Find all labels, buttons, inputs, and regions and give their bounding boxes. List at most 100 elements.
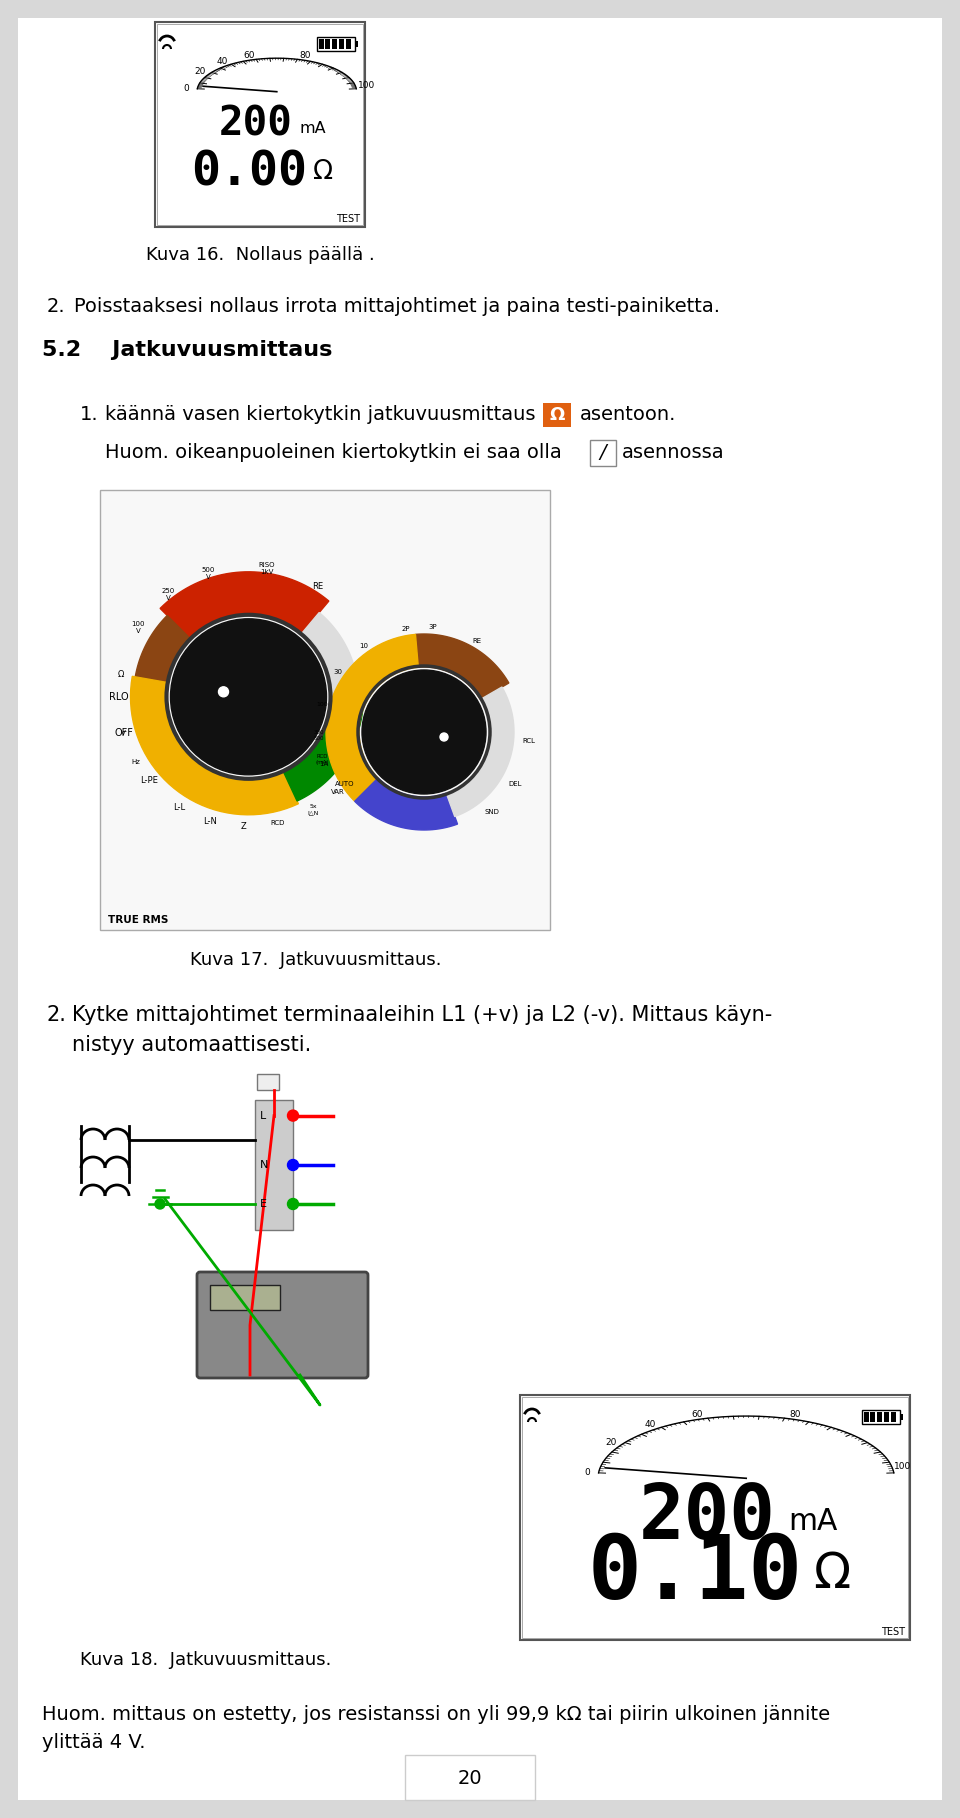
Text: VAR: VAR bbox=[331, 789, 345, 794]
FancyBboxPatch shape bbox=[864, 1413, 869, 1422]
FancyBboxPatch shape bbox=[870, 1413, 875, 1422]
Polygon shape bbox=[160, 573, 329, 638]
FancyBboxPatch shape bbox=[862, 1411, 900, 1423]
Text: Kytke mittajohtimet terminaaleihin L1 (+v) ja L2 (-v). Mittaus käyn-: Kytke mittajohtimet terminaaleihin L1 (+… bbox=[72, 1005, 772, 1025]
Circle shape bbox=[219, 687, 228, 696]
Text: RCD
(mA): RCD (mA) bbox=[316, 754, 329, 765]
Circle shape bbox=[287, 1111, 299, 1122]
Text: 5.2    Jatkuvuusmittaus: 5.2 Jatkuvuusmittaus bbox=[42, 340, 332, 360]
Text: 1.: 1. bbox=[80, 405, 99, 424]
Text: 500
V: 500 V bbox=[202, 567, 215, 580]
Text: 80: 80 bbox=[790, 1411, 802, 1420]
FancyBboxPatch shape bbox=[255, 1100, 293, 1231]
FancyBboxPatch shape bbox=[18, 18, 942, 1800]
Text: asentoon.: asentoon. bbox=[580, 405, 677, 424]
Text: RISO
1kV: RISO 1kV bbox=[258, 562, 275, 574]
FancyBboxPatch shape bbox=[317, 36, 355, 51]
Text: 30: 30 bbox=[333, 669, 343, 674]
Text: RE: RE bbox=[312, 582, 323, 591]
Text: 0.00: 0.00 bbox=[191, 147, 307, 195]
Circle shape bbox=[287, 1198, 299, 1209]
FancyBboxPatch shape bbox=[257, 1074, 279, 1091]
Text: L-N: L-N bbox=[204, 816, 217, 825]
Text: 2.: 2. bbox=[47, 296, 65, 316]
FancyBboxPatch shape bbox=[520, 1394, 910, 1640]
Text: Ω: Ω bbox=[813, 1551, 851, 1598]
Polygon shape bbox=[301, 613, 358, 707]
Circle shape bbox=[362, 671, 486, 794]
FancyBboxPatch shape bbox=[339, 38, 344, 49]
FancyBboxPatch shape bbox=[891, 1413, 896, 1422]
Polygon shape bbox=[283, 704, 363, 802]
Text: Kuva 18.  Jatkuvuusmittaus.: Kuva 18. Jatkuvuusmittaus. bbox=[80, 1651, 331, 1669]
Text: 0: 0 bbox=[183, 84, 189, 93]
Text: Huom. mittaus on estetty, jos resistanssi on yli 99,9 kΩ tai piirin ulkoinen jän: Huom. mittaus on estetty, jos resistanss… bbox=[42, 1705, 830, 1723]
Text: nistyy automaattisesti.: nistyy automaattisesti. bbox=[72, 1034, 311, 1054]
FancyBboxPatch shape bbox=[100, 491, 550, 931]
Text: OFF: OFF bbox=[114, 727, 133, 738]
Text: asennossa: asennossa bbox=[622, 444, 725, 462]
Text: 100: 100 bbox=[895, 1462, 912, 1471]
FancyBboxPatch shape bbox=[405, 1754, 535, 1800]
Text: 200: 200 bbox=[638, 1480, 776, 1554]
FancyBboxPatch shape bbox=[884, 1413, 889, 1422]
Polygon shape bbox=[131, 676, 299, 814]
FancyBboxPatch shape bbox=[590, 440, 616, 465]
Text: käännä vasen kiertokytkin jatkuvuusmittaus: käännä vasen kiertokytkin jatkuvuusmitta… bbox=[105, 405, 536, 424]
FancyBboxPatch shape bbox=[543, 404, 571, 427]
Text: Poisstaaksesi nollaus irrota mittajohtimet ja paina testi-painiketta.: Poisstaaksesi nollaus irrota mittajohtim… bbox=[74, 296, 720, 316]
Text: 20: 20 bbox=[458, 1769, 482, 1787]
Text: Huom. oikeanpuoleinen kiertokytkin ei saa olla: Huom. oikeanpuoleinen kiertokytkin ei sa… bbox=[105, 444, 562, 462]
Text: L-PE: L-PE bbox=[140, 776, 157, 785]
FancyBboxPatch shape bbox=[877, 1413, 882, 1422]
Circle shape bbox=[171, 618, 326, 774]
Text: Kuva 17.  Jatkuvuusmittaus.: Kuva 17. Jatkuvuusmittaus. bbox=[190, 951, 442, 969]
FancyBboxPatch shape bbox=[319, 38, 324, 49]
Circle shape bbox=[440, 733, 448, 742]
FancyBboxPatch shape bbox=[900, 1414, 903, 1420]
FancyBboxPatch shape bbox=[155, 22, 365, 227]
Text: L: L bbox=[260, 1111, 266, 1120]
FancyBboxPatch shape bbox=[355, 42, 358, 47]
Text: mA: mA bbox=[788, 1507, 837, 1536]
Text: 100
V: 100 V bbox=[132, 622, 145, 634]
FancyBboxPatch shape bbox=[210, 1285, 280, 1311]
Text: L-L: L-L bbox=[174, 802, 185, 811]
Text: E: E bbox=[260, 1200, 267, 1209]
Circle shape bbox=[155, 1200, 165, 1209]
Text: Z: Z bbox=[241, 822, 247, 831]
Polygon shape bbox=[446, 687, 514, 816]
Text: 60: 60 bbox=[243, 51, 254, 60]
Polygon shape bbox=[135, 616, 190, 682]
Text: /: / bbox=[600, 444, 607, 462]
Text: 80: 80 bbox=[300, 51, 311, 60]
Text: SND: SND bbox=[484, 809, 499, 816]
Polygon shape bbox=[416, 634, 509, 700]
Text: 10: 10 bbox=[359, 644, 369, 649]
Text: 2.: 2. bbox=[47, 1005, 67, 1025]
Text: 200: 200 bbox=[219, 105, 293, 144]
Text: RLO: RLO bbox=[108, 693, 129, 702]
Text: mA: mA bbox=[300, 122, 325, 136]
Text: RCL: RCL bbox=[522, 738, 535, 744]
FancyBboxPatch shape bbox=[197, 1273, 368, 1378]
Text: 5x
I△N: 5x I△N bbox=[308, 804, 319, 814]
Text: Hz: Hz bbox=[132, 758, 140, 765]
Text: ylittää 4 V.: ylittää 4 V. bbox=[42, 1733, 146, 1753]
Circle shape bbox=[287, 1160, 299, 1171]
Text: 60: 60 bbox=[691, 1411, 703, 1420]
Text: 0: 0 bbox=[585, 1467, 590, 1476]
Text: RE: RE bbox=[472, 638, 481, 644]
Text: TEST: TEST bbox=[881, 1627, 905, 1636]
Polygon shape bbox=[354, 778, 458, 831]
Text: V: V bbox=[121, 729, 126, 736]
Text: 3P: 3P bbox=[429, 624, 438, 631]
Text: Ω: Ω bbox=[117, 669, 124, 678]
Text: 300
500: 300 500 bbox=[314, 731, 324, 742]
Text: Kuva 16.  Nollaus päällä .: Kuva 16. Nollaus päällä . bbox=[146, 245, 374, 264]
Text: 40: 40 bbox=[645, 1420, 656, 1429]
FancyBboxPatch shape bbox=[325, 38, 330, 49]
Text: N: N bbox=[260, 1160, 269, 1171]
Text: 20: 20 bbox=[606, 1438, 617, 1447]
FancyBboxPatch shape bbox=[346, 38, 351, 49]
